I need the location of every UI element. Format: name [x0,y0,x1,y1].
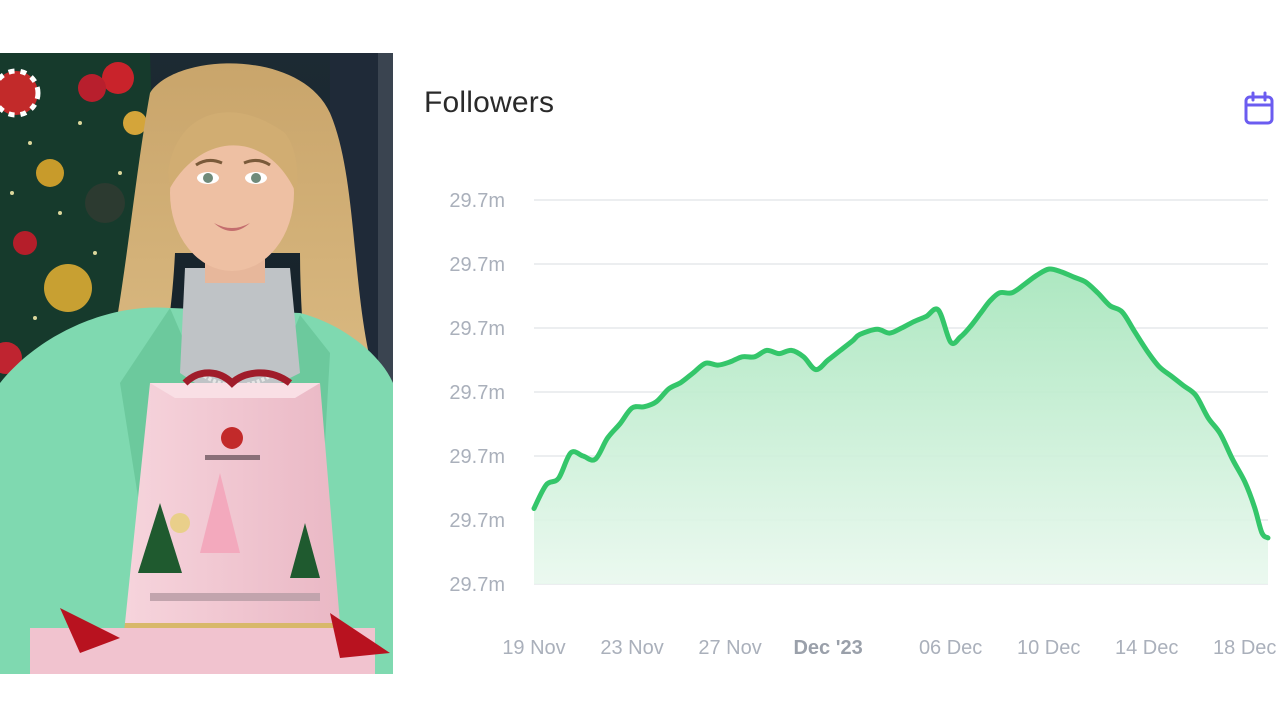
x-tick-label: 14 Dec [1115,637,1178,659]
x-tick-label: 10 Dec [1017,637,1080,659]
calendar-icon-graphic [1244,91,1274,125]
x-tick-label: 18 Dec [1213,637,1276,659]
x-tick-label: Dec '23 [793,637,862,659]
y-tick-label: 29.7m [449,254,505,276]
x-tick-label: 23 Nov [600,637,663,659]
y-tick-label: 29.7m [449,318,505,340]
y-tick-label: 29.7m [449,382,505,404]
x-tick-label: 06 Dec [919,637,982,659]
photo-woman-with-gift-box [0,53,393,674]
y-tick-label: 29.7m [449,510,505,532]
photo-illustration [0,53,393,674]
calendar-icon[interactable] [1244,91,1274,125]
y-tick-label: 29.7m [449,190,505,212]
x-tick-label: 27 Nov [698,637,761,659]
y-tick-label: 29.7m [449,574,505,596]
series-area [534,268,1268,584]
y-tick-label: 29.7m [449,446,505,468]
series-line [531,266,1271,541]
chart-title: Followers [424,86,555,119]
x-tick-label: 19 Nov [502,637,565,659]
ornaments [0,62,147,374]
